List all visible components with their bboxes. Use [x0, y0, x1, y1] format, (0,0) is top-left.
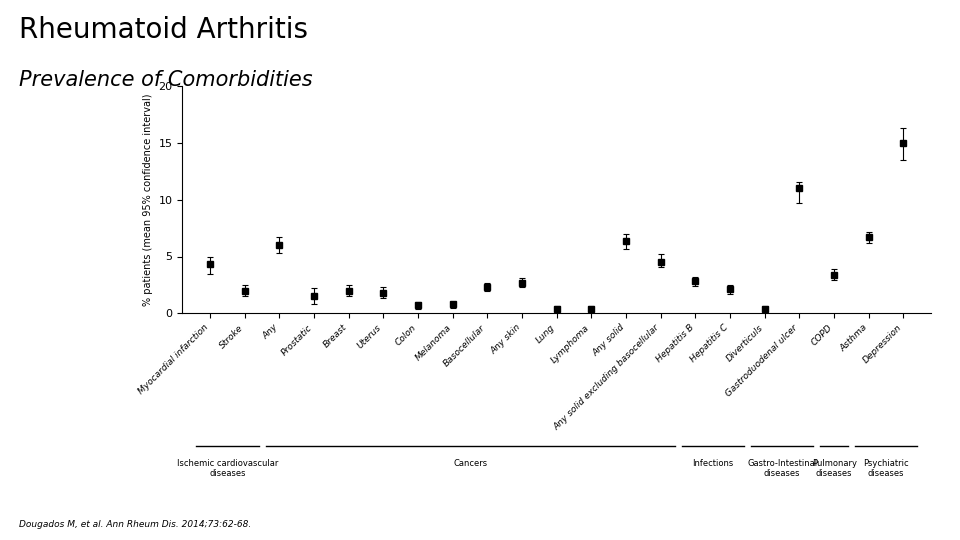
Text: Dougados M, et al. Ann Rheum Dis. 2014;73:62-68.: Dougados M, et al. Ann Rheum Dis. 2014;7… [19, 520, 252, 529]
Y-axis label: % patients (mean 95% confidence interval): % patients (mean 95% confidence interval… [143, 93, 153, 306]
Text: Prevalence of Comorbidities: Prevalence of Comorbidities [19, 70, 313, 90]
Text: Gastro-Intestinal
diseases: Gastro-Intestinal diseases [747, 459, 817, 478]
Text: Cancers: Cancers [453, 459, 487, 468]
Text: Pulmonary
diseases: Pulmonary diseases [811, 459, 856, 478]
Text: Ischemic cardiovascular
diseases: Ischemic cardiovascular diseases [177, 459, 278, 478]
Text: Psychiatric
diseases: Psychiatric diseases [863, 459, 909, 478]
Text: Rheumatoid Arthritis: Rheumatoid Arthritis [19, 16, 308, 44]
Text: Infections: Infections [692, 459, 733, 468]
